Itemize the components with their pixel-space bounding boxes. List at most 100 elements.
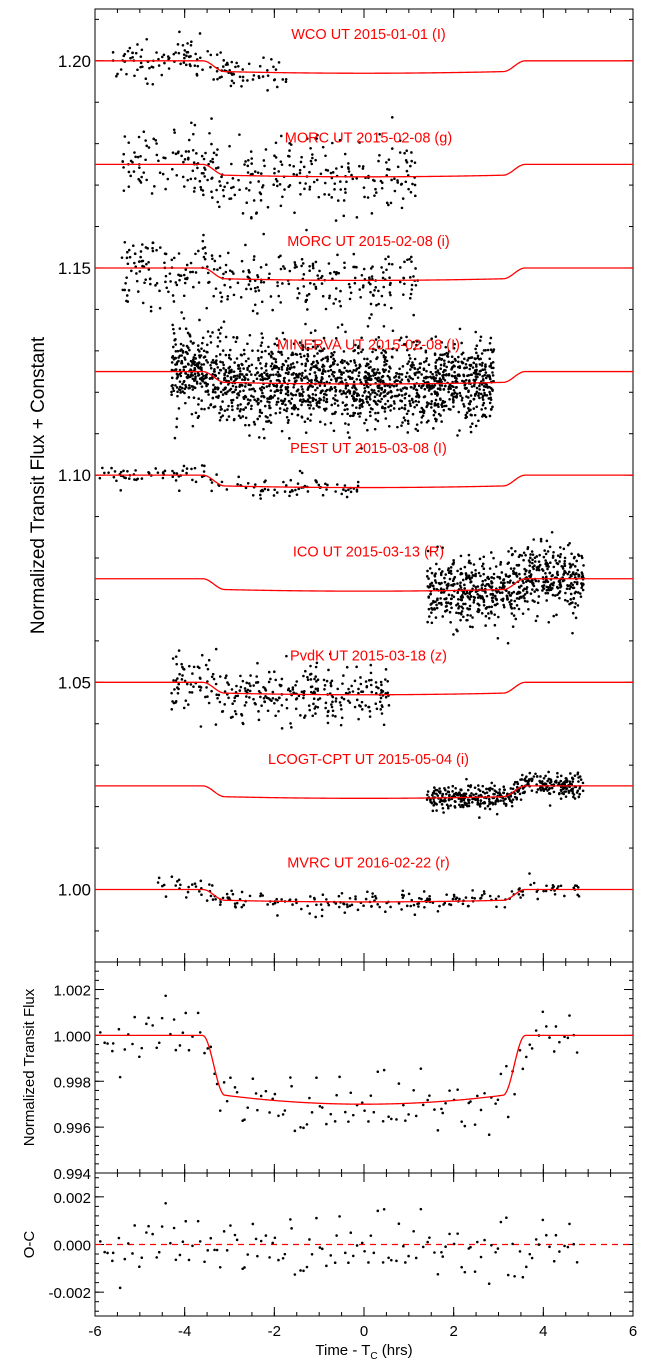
data-point xyxy=(230,889,233,893)
data-point xyxy=(382,1068,386,1072)
data-point xyxy=(382,369,386,373)
data-point xyxy=(438,384,442,387)
data-point xyxy=(280,350,283,354)
data-point xyxy=(192,161,196,164)
data-point xyxy=(218,332,222,335)
data-point xyxy=(142,130,146,133)
data-point xyxy=(539,537,543,541)
data-point xyxy=(144,278,147,281)
data-point xyxy=(355,394,359,398)
data-point xyxy=(187,384,191,387)
data-point xyxy=(544,572,547,575)
data-point xyxy=(315,1216,318,1220)
data-point xyxy=(315,178,319,182)
data-point xyxy=(347,166,350,169)
data-point xyxy=(524,779,527,783)
data-point xyxy=(240,905,244,909)
data-point xyxy=(472,598,476,602)
data-point xyxy=(468,402,472,406)
data-point xyxy=(472,793,475,797)
data-point xyxy=(311,156,314,160)
data-point xyxy=(458,365,462,368)
data-point xyxy=(512,614,516,617)
data-point xyxy=(445,601,448,604)
data-point xyxy=(180,354,183,357)
data-point xyxy=(374,411,377,415)
data-point xyxy=(460,1120,463,1123)
data-point xyxy=(198,179,202,183)
data-point xyxy=(210,190,213,193)
data-point xyxy=(458,897,461,901)
data-point xyxy=(352,414,355,417)
data-point xyxy=(145,1231,148,1234)
data-point xyxy=(140,175,143,179)
data-point xyxy=(197,414,201,418)
data-point xyxy=(503,585,506,588)
data-point xyxy=(309,672,313,676)
data-point xyxy=(330,705,334,709)
data-point xyxy=(465,366,468,369)
data-point xyxy=(481,403,485,407)
data-point xyxy=(493,623,497,627)
data-point xyxy=(502,603,506,607)
data-point xyxy=(203,175,206,178)
data-point xyxy=(202,356,206,359)
data-point xyxy=(191,377,195,381)
data-point xyxy=(186,42,189,45)
data-point xyxy=(179,374,183,378)
data-point xyxy=(368,316,371,320)
data-point xyxy=(358,406,362,410)
data-point xyxy=(479,357,482,361)
data-point xyxy=(264,148,268,151)
data-point xyxy=(224,353,228,357)
data-point xyxy=(469,1100,472,1103)
data-point xyxy=(339,304,342,308)
data-point xyxy=(318,269,321,273)
data-point xyxy=(193,177,197,180)
data-point xyxy=(482,801,485,805)
data-point xyxy=(298,341,302,344)
data-point xyxy=(338,1075,341,1079)
data-point xyxy=(316,133,319,137)
data-point xyxy=(489,786,492,790)
data-point xyxy=(312,365,315,368)
data-point xyxy=(474,568,477,572)
data-point xyxy=(318,349,321,353)
data-point xyxy=(310,1252,314,1256)
data-point xyxy=(576,568,580,572)
data-point xyxy=(162,883,166,887)
data-point xyxy=(299,355,303,359)
data-point xyxy=(206,680,209,683)
data-point xyxy=(475,405,479,409)
data-point xyxy=(432,427,435,430)
data-point xyxy=(368,709,372,713)
data-point xyxy=(467,596,470,599)
data-point xyxy=(468,379,471,382)
data-point xyxy=(528,556,532,560)
data-point xyxy=(369,290,372,294)
series-1: MORC UT 2015-02-08 (g) xyxy=(95,116,633,232)
data-point xyxy=(344,392,348,395)
data-point xyxy=(184,1219,188,1223)
data-point xyxy=(434,572,437,575)
data-point xyxy=(125,294,129,297)
data-point xyxy=(119,68,123,71)
data-point xyxy=(235,684,238,688)
data-point xyxy=(160,55,164,59)
data-point xyxy=(220,480,224,484)
data-point xyxy=(383,406,387,410)
data-point xyxy=(486,804,490,808)
data-point xyxy=(548,585,552,589)
transit-label: WCO UT 2015-01-01 (I) xyxy=(291,27,445,43)
transit-label: MINERVA UT 2015-02-08 (I) xyxy=(277,338,460,354)
data-point xyxy=(154,139,158,142)
data-point xyxy=(233,699,236,703)
data-point xyxy=(243,687,247,690)
data-point xyxy=(536,788,540,791)
data-point xyxy=(174,152,178,156)
top-ytick-label: 1.10 xyxy=(58,466,91,485)
data-point xyxy=(251,349,254,352)
data-point xyxy=(452,558,455,562)
data-point xyxy=(571,787,575,790)
data-point xyxy=(400,908,403,911)
